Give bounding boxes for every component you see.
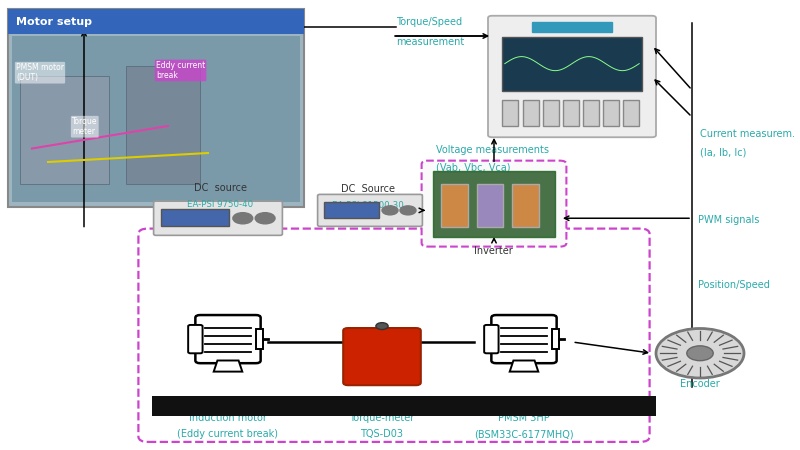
Bar	[20, 76, 109, 184]
FancyBboxPatch shape	[343, 328, 421, 385]
Text: PMSM 3HP: PMSM 3HP	[498, 413, 550, 423]
Bar	[161, 209, 229, 226]
Text: Eddy current
break: Eddy current break	[156, 61, 206, 80]
Bar	[552, 329, 558, 349]
Bar	[12, 36, 300, 202]
Text: measurement: measurement	[396, 37, 464, 47]
Bar	[583, 100, 599, 126]
Text: Torque-meter: Torque-meter	[349, 413, 414, 423]
FancyBboxPatch shape	[318, 194, 422, 226]
Text: DC  Source: DC Source	[341, 184, 395, 194]
Circle shape	[686, 346, 714, 361]
Text: PWM signals: PWM signals	[698, 215, 759, 225]
Text: PMSM motor
(DUT): PMSM motor (DUT)	[16, 63, 64, 82]
Bar	[324, 202, 379, 218]
Polygon shape	[214, 360, 242, 372]
Bar	[126, 66, 200, 184]
Bar	[502, 100, 518, 126]
Text: Motor setup: Motor setup	[16, 17, 92, 27]
Text: Encoder: Encoder	[680, 379, 720, 389]
Bar	[513, 184, 539, 227]
Text: (BSM33C-6177MHQ): (BSM33C-6177MHQ)	[474, 429, 574, 439]
Circle shape	[255, 213, 275, 224]
Bar	[8, 9, 304, 34]
Circle shape	[382, 206, 398, 215]
Bar	[522, 100, 538, 126]
Text: Torque/Speed: Torque/Speed	[396, 17, 462, 27]
Bar	[562, 100, 578, 126]
Bar	[152, 396, 656, 416]
Bar	[502, 37, 642, 90]
Text: Torque
meter: Torque meter	[72, 117, 98, 136]
FancyBboxPatch shape	[195, 315, 261, 363]
FancyBboxPatch shape	[491, 315, 557, 363]
FancyBboxPatch shape	[422, 161, 566, 247]
Bar	[442, 184, 467, 227]
FancyBboxPatch shape	[188, 325, 202, 353]
Bar	[477, 184, 503, 227]
Bar	[434, 171, 554, 237]
Bar	[532, 22, 612, 32]
Bar	[623, 100, 639, 126]
FancyBboxPatch shape	[154, 201, 282, 235]
Polygon shape	[510, 360, 538, 372]
Circle shape	[400, 206, 416, 215]
Bar	[603, 100, 619, 126]
Text: EA-PSI 9750-40: EA-PSI 9750-40	[187, 200, 253, 209]
Circle shape	[656, 328, 744, 378]
Bar	[8, 9, 304, 207]
Bar	[542, 100, 558, 126]
Text: Induction motor: Induction motor	[189, 413, 267, 423]
FancyBboxPatch shape	[484, 325, 498, 353]
Text: (Eddy current break): (Eddy current break)	[178, 429, 278, 439]
Bar	[256, 329, 262, 349]
Text: Current measurem.: Current measurem.	[700, 129, 795, 139]
Circle shape	[376, 323, 388, 329]
Text: TQS-D03: TQS-D03	[360, 429, 403, 439]
Text: (Vab, Vbc, Vca): (Vab, Vbc, Vca)	[436, 163, 510, 173]
Text: Position/Speed: Position/Speed	[698, 280, 770, 290]
Text: Inverter: Inverter	[474, 246, 513, 256]
Circle shape	[233, 213, 253, 224]
FancyBboxPatch shape	[488, 16, 656, 137]
Text: Voltage measurements: Voltage measurements	[436, 145, 549, 155]
Text: DC  source: DC source	[194, 183, 246, 193]
Text: (Ia, Ib, Ic): (Ia, Ib, Ic)	[700, 147, 746, 157]
Text: EA-PSI 81500-30: EA-PSI 81500-30	[332, 201, 404, 210]
